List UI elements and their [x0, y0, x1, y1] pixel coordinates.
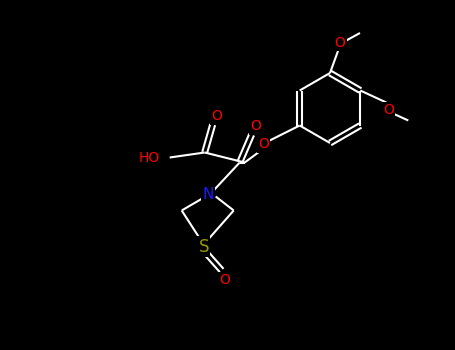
Text: O: O: [334, 36, 345, 50]
Text: O: O: [383, 104, 394, 118]
Text: O: O: [211, 110, 222, 124]
Text: S: S: [198, 238, 209, 255]
Text: O: O: [219, 273, 230, 287]
Text: N: N: [202, 187, 213, 202]
Text: O: O: [250, 119, 261, 133]
Text: HO: HO: [138, 150, 160, 164]
Text: O: O: [258, 138, 269, 152]
